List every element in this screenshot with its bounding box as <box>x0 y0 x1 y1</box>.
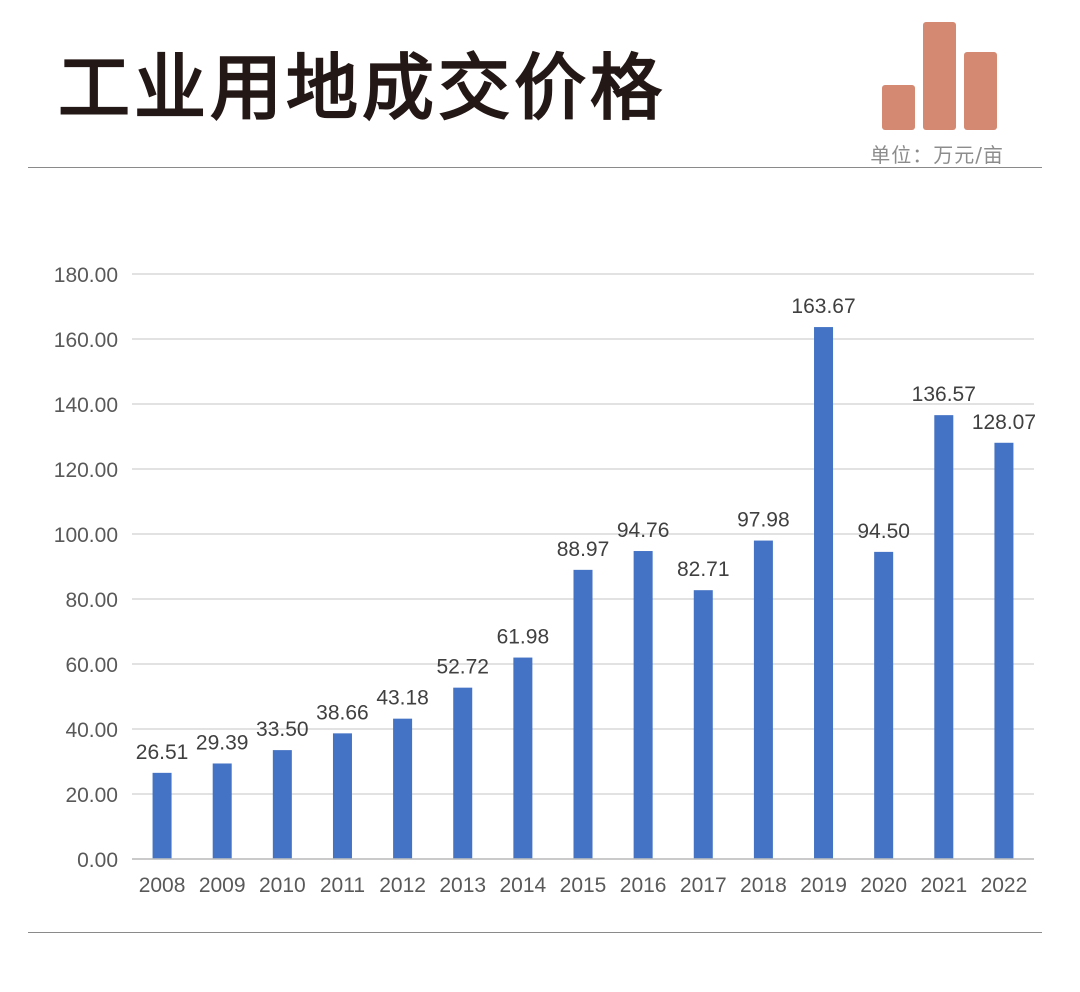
data-label: 29.39 <box>196 731 249 754</box>
x-tick-label: 2016 <box>620 874 667 897</box>
data-label: 52.72 <box>436 656 489 679</box>
y-tick-label: 180.00 <box>54 264 118 287</box>
data-label: 94.50 <box>857 520 910 543</box>
bar <box>212 763 232 859</box>
y-tick-label: 60.00 <box>65 654 118 677</box>
logo-bar <box>964 52 997 130</box>
bar <box>573 569 593 859</box>
y-tick-label: 100.00 <box>54 524 118 547</box>
x-tick-label: 2022 <box>981 874 1028 897</box>
x-tick-label: 2014 <box>500 874 547 897</box>
x-tick-label: 2020 <box>860 874 907 897</box>
bar <box>934 415 954 859</box>
data-label: 82.71 <box>677 558 730 581</box>
page-title: 工业用地成交价格 <box>58 46 667 130</box>
bar <box>332 733 352 859</box>
bar <box>693 590 713 859</box>
bar <box>393 718 413 859</box>
data-label: 61.98 <box>497 626 550 649</box>
bar <box>633 551 653 859</box>
data-label: 43.18 <box>376 687 429 710</box>
y-tick-label: 140.00 <box>54 394 118 417</box>
x-tick-label: 2019 <box>800 874 847 897</box>
x-tick-label: 2018 <box>740 874 787 897</box>
y-tick-label: 0.00 <box>77 849 118 872</box>
x-tick-label: 2013 <box>439 874 486 897</box>
bar <box>994 442 1014 859</box>
x-tick-label: 2015 <box>560 874 607 897</box>
x-tick-label: 2009 <box>199 874 246 897</box>
bar <box>453 687 473 859</box>
data-label: 128.07 <box>972 411 1036 434</box>
bar <box>513 657 533 859</box>
bar-chart-logo-icon <box>882 22 998 130</box>
data-label: 26.51 <box>136 741 189 764</box>
data-label: 88.97 <box>557 538 610 561</box>
y-tick-label: 40.00 <box>65 719 118 742</box>
header-divider <box>28 167 1042 168</box>
y-tick-label: 160.00 <box>54 329 118 352</box>
bar <box>753 540 773 859</box>
x-tick-label: 2017 <box>680 874 727 897</box>
bar-chart: 0.00 20.00 40.00 60.00 80.00 100.00 120.00 140.… <box>54 264 1036 897</box>
unit-label: 单位：万元/亩 <box>870 143 1004 167</box>
bar <box>814 327 834 859</box>
x-tick-label: 2011 <box>320 874 365 897</box>
data-label: 136.57 <box>912 383 976 406</box>
y-tick-label: 120.00 <box>54 459 118 482</box>
y-tick-label: 80.00 <box>65 589 118 612</box>
data-label: 38.66 <box>316 701 369 724</box>
x-tick-label: 2021 <box>920 874 967 897</box>
logo-bar <box>882 85 915 130</box>
data-label: 163.67 <box>791 295 855 318</box>
data-label: 33.50 <box>256 718 309 741</box>
x-tick-label: 2010 <box>259 874 306 897</box>
data-label: 97.98 <box>737 509 790 532</box>
data-label: 94.76 <box>617 519 670 542</box>
x-tick-label: 2012 <box>379 874 426 897</box>
bar <box>874 551 894 859</box>
logo-bar <box>923 22 956 130</box>
y-tick-label: 20.00 <box>65 784 118 807</box>
x-tick-label: 2008 <box>139 874 186 897</box>
bar <box>272 750 292 859</box>
footer-divider <box>28 932 1042 933</box>
bar <box>152 772 172 859</box>
